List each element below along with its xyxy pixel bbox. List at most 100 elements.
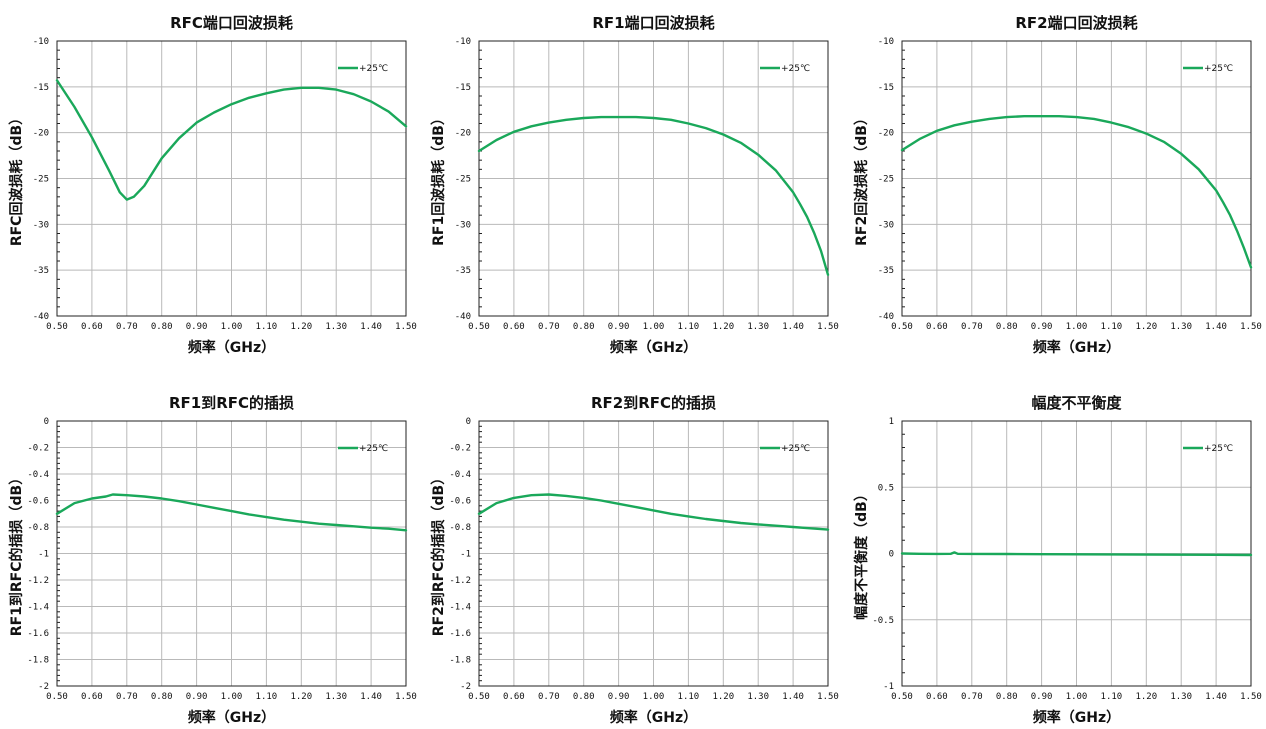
x-tick-label: 0.60: [503, 322, 525, 332]
y-tick-label: -40: [455, 312, 471, 322]
x-tick-label: 1.30: [325, 692, 347, 702]
x-tick-label: 1.40: [782, 692, 804, 702]
x-tick-label: 1.40: [782, 322, 804, 332]
legend-label: +25℃: [781, 64, 810, 74]
plot-frame: [478, 420, 829, 687]
x-tick-label: 0.50: [468, 322, 490, 332]
x-tick-label: 1.50: [817, 322, 839, 332]
chart-title: RF1到RFC的插损: [169, 394, 294, 412]
y-tick-label: -0.2: [449, 444, 471, 454]
y-axis-label: RF2回波损耗（dB）: [853, 111, 870, 246]
x-tick-label: 1.00: [643, 692, 665, 702]
y-axis-label: RF2到RFC的插损（dB）: [430, 471, 447, 636]
chart-title: RF2端口回波损耗: [1015, 14, 1137, 32]
x-tick-label: 1.30: [325, 322, 347, 332]
x-tick-label: 0.60: [81, 322, 103, 332]
x-tick-label: 0.70: [538, 692, 560, 702]
y-tick-label: -40: [878, 312, 894, 322]
x-tick-label: 0.50: [891, 322, 913, 332]
y-tick-label: -20: [878, 129, 894, 139]
x-axis-label: 频率（GHz）: [188, 709, 275, 726]
y-tick-label: -2: [38, 682, 49, 692]
legend-label: +25℃: [359, 444, 388, 454]
y-tick-label: -20: [455, 129, 471, 139]
x-tick-label: 0.70: [961, 692, 983, 702]
y-tick-label: -10: [455, 37, 471, 47]
y-tick-label: -35: [455, 266, 471, 276]
x-tick-label: 0.80: [573, 322, 595, 332]
series-line: [477, 493, 830, 531]
x-tick-label: 1.50: [1240, 692, 1262, 702]
y-tick-label: 0.5: [878, 483, 894, 493]
x-tick-label: 0.80: [996, 322, 1018, 332]
x-tick-label: 1.20: [712, 322, 734, 332]
x-axis-label: 频率（GHz）: [1033, 339, 1120, 356]
chart-title: RF1端口回波损耗: [592, 14, 714, 32]
y-tick-label: -10: [33, 37, 49, 47]
x-tick-label: 0.70: [538, 322, 560, 332]
x-tick-label: 0.90: [186, 322, 208, 332]
legend-label: +25℃: [781, 444, 810, 454]
plot-frame: [56, 420, 407, 687]
y-tick-label: -1.4: [27, 603, 49, 613]
x-tick-label: 0.60: [503, 692, 525, 702]
y-tick-label: -1.4: [449, 603, 471, 613]
x-tick-label: 1.00: [1066, 692, 1088, 702]
x-tick-label: 1.10: [678, 322, 700, 332]
x-tick-label: 1.10: [256, 692, 278, 702]
x-tick-label: 0.80: [151, 322, 173, 332]
y-tick-label: -0.4: [27, 470, 49, 480]
chart-title: RFC端口回波损耗: [170, 14, 293, 32]
plot-frame: [56, 40, 407, 317]
y-tick-label: 0: [466, 417, 471, 427]
x-tick-label: 1.50: [395, 692, 417, 702]
x-tick-label: 1.00: [221, 692, 243, 702]
x-tick-label: 1.30: [747, 692, 769, 702]
chart-title: 幅度不平衡度: [1031, 394, 1122, 412]
y-tick-label: 0: [889, 550, 894, 560]
x-tick-label: 0.70: [961, 322, 983, 332]
chart-title: RF2到RFC的插损: [591, 394, 716, 412]
y-tick-label: -1.6: [27, 629, 49, 639]
x-tick-label: 1.00: [643, 322, 665, 332]
x-tick-label: 0.60: [926, 692, 948, 702]
x-tick-label: 0.60: [926, 322, 948, 332]
chart-panel: 0.50 0.60 0.70 0.80 0.90 1.00 1.10 1.20 1.30 1.40…: [8, 14, 417, 356]
y-tick-label: -40: [33, 312, 49, 322]
y-tick-label: -10: [878, 37, 894, 47]
series-line: [55, 493, 408, 532]
y-tick-label: -1.6: [449, 629, 471, 639]
x-tick-label: 1.50: [395, 322, 417, 332]
chart-panel: 0.50 0.60 0.70 0.80 0.90 1.00 1.10 1.20 1.30 1.40…: [430, 394, 839, 726]
y-tick-label: 1: [889, 417, 894, 427]
y-tick-label: -1: [38, 550, 49, 560]
x-tick-label: 0.70: [116, 692, 138, 702]
x-tick-label: 0.80: [151, 692, 173, 702]
x-tick-label: 1.40: [360, 322, 382, 332]
x-tick-label: 0.90: [186, 692, 208, 702]
x-tick-label: 1.30: [747, 322, 769, 332]
x-tick-label: 1.50: [1240, 322, 1262, 332]
x-tick-label: 0.50: [46, 322, 68, 332]
y-tick-label: -15: [455, 83, 471, 93]
chart-panel: 0.50 0.60 0.70 0.80 0.90 1.00 1.10 1.20 1.30 1.40…: [430, 14, 839, 356]
x-axis-label: 频率（GHz）: [610, 709, 697, 726]
y-tick-label: -25: [455, 175, 471, 185]
x-tick-label: 0.90: [1031, 322, 1053, 332]
x-tick-label: 0.70: [116, 322, 138, 332]
series-line: [55, 79, 408, 201]
y-tick-label: -1.8: [27, 656, 49, 666]
y-tick-label: -30: [33, 220, 49, 230]
y-axis-label: RF1回波损耗（dB）: [430, 111, 447, 246]
plot-frame: [901, 40, 1252, 317]
y-axis-label: 幅度不平衡度（dB）: [853, 487, 870, 620]
chart-panel: 0.50 0.60 0.70 0.80 0.90 1.00 1.10 1.20 1.30 1.40…: [853, 14, 1262, 356]
x-tick-label: 0.90: [608, 322, 630, 332]
x-tick-label: 1.00: [1066, 322, 1088, 332]
y-tick-label: -1: [460, 550, 471, 560]
x-tick-label: 1.20: [290, 322, 312, 332]
x-tick-label: 1.20: [712, 692, 734, 702]
x-axis-label: 频率（GHz）: [1033, 709, 1120, 726]
y-tick-label: -15: [33, 83, 49, 93]
y-tick-label: -1.2: [449, 576, 471, 586]
